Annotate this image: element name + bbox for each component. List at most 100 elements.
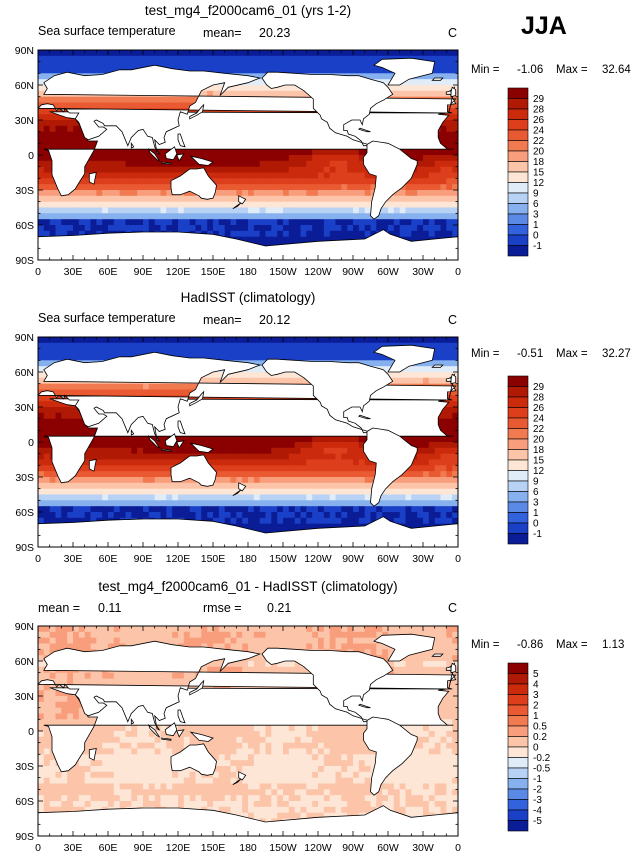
field-cell [452,55,458,63]
field-cell [218,230,226,238]
field-cell [283,348,290,356]
field-cell [341,354,348,361]
field-cell [347,471,354,478]
field-cell [236,184,243,191]
field-cell [230,459,237,466]
field-cell [364,471,372,478]
field-cell [160,213,167,220]
field-cell [399,477,407,484]
field-cell [148,50,156,57]
field-cell [271,207,278,214]
field-cell [96,488,103,496]
field-cell [265,342,272,350]
field-cell [38,125,45,133]
field-cell [119,160,127,168]
field-cell [38,506,45,513]
field-cell [131,342,138,350]
field-cell [67,430,74,437]
field-cell [178,500,185,507]
field-cell [230,166,237,174]
field-cell [49,342,57,350]
field-cell [323,184,331,191]
field-cell [131,494,138,501]
field-cell [318,436,325,443]
field-cell [329,195,337,203]
field-cell [90,506,97,513]
field-cell [38,155,45,162]
field-cell [417,482,424,490]
field-cell [119,195,127,203]
field-cell [207,172,214,179]
field-cell [230,225,237,232]
field-cell [405,213,412,220]
field-cell [143,201,150,209]
field-cell [440,155,447,162]
field-cell [230,436,237,443]
field-cell [364,360,372,367]
field-cell [113,459,121,466]
field-cell [119,219,127,226]
field-cell [446,178,453,185]
field-cell [178,149,185,156]
field-cell [148,459,156,466]
field-cell [189,348,197,356]
field-cell [323,488,331,496]
field-cell [218,348,226,356]
field-cell [446,372,453,379]
field-cell [405,506,412,513]
field-cell [55,201,62,209]
field-cell [242,477,249,484]
field-cell [294,190,302,197]
field-cell [143,160,150,168]
field-cell [183,96,191,104]
field-cell [242,377,249,385]
field-cell [125,494,132,501]
field-cell [452,430,458,437]
field-cell [125,184,132,191]
field-cell [96,342,103,350]
field-cell [446,459,453,466]
field-cell [148,442,156,449]
field-cell [189,50,197,57]
field-cell [224,155,232,162]
colorbar-label: 26 [533,115,545,126]
field-cell [294,377,302,385]
field-cell [253,442,261,449]
field-cell [90,436,97,443]
field-cell [137,55,144,63]
field-cell [43,67,51,74]
field-cell [172,488,179,496]
field-cell [288,459,296,466]
field-cell [283,149,290,156]
field-cell [224,160,232,168]
field-cell [213,108,220,115]
field-cell [434,453,442,461]
field-cell [230,477,237,484]
field-cell [189,494,197,501]
field-cell [259,160,267,168]
field-cell [84,178,92,185]
field-cell [189,337,197,344]
field-cell [172,459,179,466]
field-cell [259,155,267,162]
field-cell [399,337,407,344]
field-cell [353,436,360,443]
field-cell [248,494,255,501]
panel-1-max-label: Max = [556,64,588,76]
field-cell [318,500,325,507]
field-cell [370,67,377,74]
field-cell [300,172,307,179]
field-cell [347,465,354,472]
field-cell [353,488,360,496]
field-cell [218,213,226,220]
field-cell [207,488,214,496]
field-cell [248,447,255,455]
field-cell [195,436,202,443]
field-cell [335,160,342,168]
field-cell [329,453,337,461]
field-cell [67,494,74,501]
field-cell [43,488,51,496]
field-cell [137,500,144,507]
field-cell [38,149,45,156]
field-cell [218,160,226,168]
